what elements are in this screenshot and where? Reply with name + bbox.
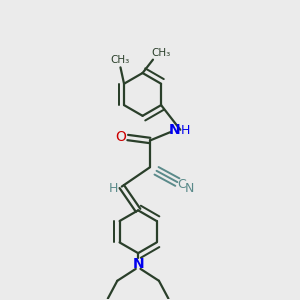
Text: H: H [180,124,190,137]
Text: O: O [116,130,127,144]
Text: N: N [185,182,194,195]
Text: CH₃: CH₃ [152,48,171,58]
Text: CH₃: CH₃ [111,55,130,65]
Text: C: C [177,178,186,191]
Text: H: H [109,182,118,194]
Text: N: N [169,123,181,137]
Text: N: N [132,257,144,272]
